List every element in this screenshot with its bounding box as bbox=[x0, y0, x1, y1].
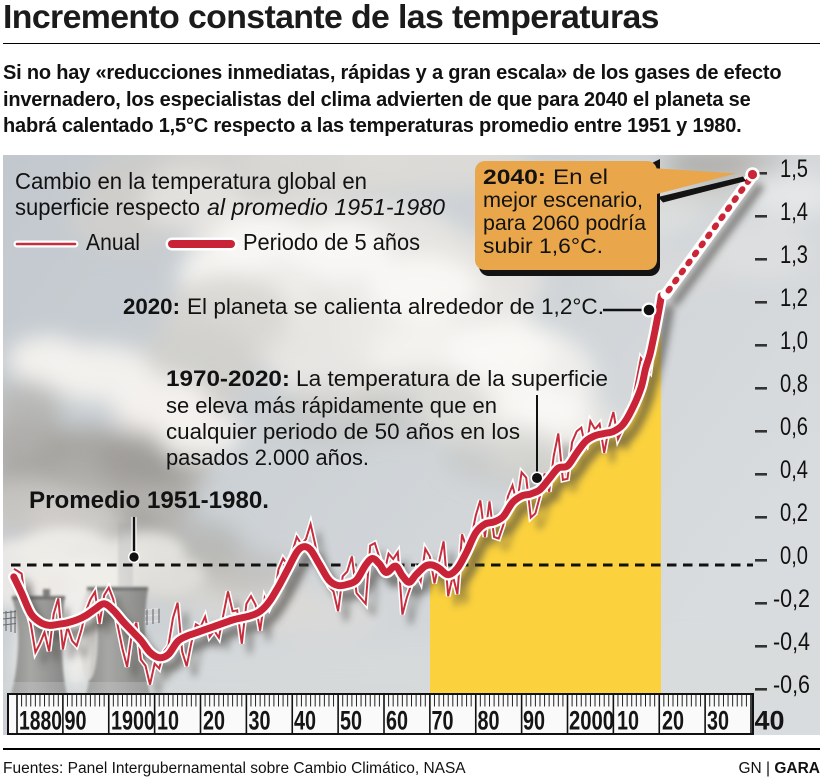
svg-text:La temperatura de la superfici: La temperatura de la superficie bbox=[296, 366, 608, 391]
svg-text:-0,4: -0,4 bbox=[773, 628, 810, 656]
svg-text:subir 1,6°C.: subir 1,6°C. bbox=[483, 235, 603, 258]
svg-text:50: 50 bbox=[340, 706, 362, 736]
svg-text:-0,2: -0,2 bbox=[773, 585, 810, 613]
svg-text:1880: 1880 bbox=[19, 706, 62, 736]
svg-text:20: 20 bbox=[662, 706, 684, 736]
svg-text:Anual: Anual bbox=[86, 229, 140, 255]
svg-text:30: 30 bbox=[707, 706, 729, 736]
svg-text:1,4: 1,4 bbox=[780, 198, 808, 226]
svg-text:0,6: 0,6 bbox=[780, 413, 808, 441]
svg-text:80: 80 bbox=[478, 706, 500, 736]
svg-text:10: 10 bbox=[157, 706, 179, 736]
svg-text:90: 90 bbox=[65, 706, 87, 736]
svg-text:0,2: 0,2 bbox=[780, 499, 808, 527]
svg-text:1,2: 1,2 bbox=[780, 284, 808, 312]
svg-text:60: 60 bbox=[386, 706, 408, 736]
svg-text:1,3: 1,3 bbox=[780, 241, 808, 269]
svg-text:1,5: 1,5 bbox=[780, 155, 808, 183]
svg-text:2020:: 2020: bbox=[123, 294, 180, 319]
svg-text:Promedio 1951-1980.: Promedio 1951-1980. bbox=[29, 487, 269, 514]
svg-text:cualquier periodo de 50 años e: cualquier periodo de 50 años en los bbox=[166, 419, 520, 444]
svg-text:40: 40 bbox=[294, 706, 316, 736]
svg-text:0,8: 0,8 bbox=[780, 370, 808, 398]
svg-text:para 2060 podría: para 2060 podría bbox=[483, 212, 646, 235]
svg-text:1,0: 1,0 bbox=[780, 327, 808, 355]
svg-text:20: 20 bbox=[203, 706, 225, 736]
svg-text:mejor escenario,: mejor escenario, bbox=[483, 189, 643, 212]
svg-text:al promedio 1951-1980: al promedio 1951-1980 bbox=[207, 194, 445, 220]
svg-text:superficie respecto: superficie respecto bbox=[15, 194, 200, 220]
svg-text:El planeta se calienta alreded: El planeta se calienta alrededor de 1,2°… bbox=[187, 294, 604, 319]
svg-text:En el: En el bbox=[553, 166, 608, 189]
svg-text:pasados 2.000 años.: pasados 2.000 años. bbox=[166, 445, 369, 470]
svg-text:0,0: 0,0 bbox=[780, 542, 808, 570]
svg-text:-0,6: -0,6 bbox=[773, 671, 810, 699]
svg-text:se eleva más rápidamente que e: se eleva más rápidamente que en bbox=[166, 393, 497, 418]
svg-text:2040:: 2040: bbox=[483, 166, 546, 189]
svg-text:0,4: 0,4 bbox=[780, 456, 808, 484]
svg-text:1970-2020:: 1970-2020: bbox=[166, 366, 290, 391]
svg-text:1900: 1900 bbox=[111, 706, 155, 736]
svg-text:30: 30 bbox=[249, 706, 271, 736]
svg-text:90: 90 bbox=[523, 706, 545, 736]
svg-text:40: 40 bbox=[755, 706, 785, 736]
svg-text:2000: 2000 bbox=[569, 706, 614, 736]
svg-text:70: 70 bbox=[432, 706, 454, 736]
svg-text:Cambio en la temperatura globa: Cambio en la temperatura global en bbox=[15, 168, 367, 194]
svg-text:10: 10 bbox=[617, 706, 639, 736]
svg-text:Periodo de 5 años: Periodo de 5 años bbox=[243, 229, 420, 255]
